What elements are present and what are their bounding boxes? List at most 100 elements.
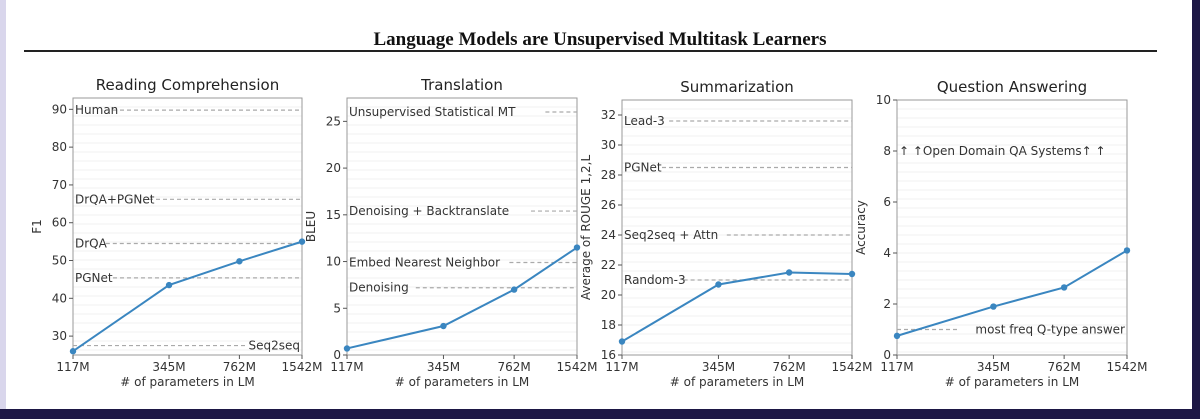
x-tick-label: 1542M: [282, 360, 323, 374]
chart-title: Reading Comprehension: [96, 76, 279, 94]
y-tick-label: 50: [52, 254, 67, 268]
data-point: [618, 338, 626, 345]
chart-panel-1: Translation 0 5 10 15 20 25 117M 345M 762M 1542M # …: [304, 76, 597, 389]
data-point: [1060, 284, 1068, 291]
reference-label: Lead-3: [624, 114, 665, 128]
y-tick-label: 32: [601, 108, 616, 122]
x-tick-label: 1542M: [832, 360, 873, 374]
series-line: [346, 246, 578, 350]
data-point: [343, 345, 351, 352]
y-tick-label: 30: [52, 329, 67, 343]
y-tick-label: 15: [326, 208, 341, 222]
plot-frame: [621, 99, 853, 356]
y-tick-label: 8: [883, 144, 891, 158]
x-axis-label: # of parameters in LM: [395, 375, 529, 389]
y-tick-label: 22: [601, 258, 616, 272]
y-tick-label: 25: [326, 114, 341, 128]
chart-panel-3: Question Answering 0 2 4 6 8 10 117M 345M 762M 154…: [854, 78, 1147, 389]
x-tick-label: 345M: [977, 360, 1010, 374]
chart-title: Question Answering: [937, 78, 1087, 96]
x-axis-label: # of parameters in LM: [670, 375, 804, 389]
x-tick-label: 117M: [330, 360, 363, 374]
y-axis-label: Accuracy: [854, 200, 868, 255]
left-edge-strip: [0, 0, 6, 409]
data-point: [298, 238, 306, 245]
x-tick-label: 117M: [56, 360, 89, 374]
data-point: [990, 303, 997, 310]
reference-label: Seq2seq: [248, 339, 300, 353]
plot-frame: [72, 97, 303, 356]
y-axis-label: Average of ROUGE 1,2,L: [579, 155, 593, 301]
x-tick-label: 762M: [772, 360, 805, 374]
data-point: [165, 281, 173, 289]
y-tick-label: 80: [52, 140, 67, 154]
chart-panel-2: Summarization 16 18 20 22 24 26 28 30 32 117M 345M 7…: [579, 78, 872, 389]
plot-frame: [896, 99, 1128, 356]
data-point: [1123, 247, 1131, 254]
annotation-label: ↑ ↑Open Domain QA Systems↑ ↑: [899, 144, 1106, 158]
data-point: [893, 332, 901, 340]
reference-label: Random-3: [624, 273, 686, 287]
data-point: [715, 281, 722, 288]
reference-label: Human: [75, 103, 118, 117]
y-tick-label: 6: [883, 195, 891, 209]
reference-label: PGNet: [75, 271, 113, 285]
page-title: Language Models are Unsupervised Multita…: [373, 29, 827, 50]
y-tick-label: 24: [601, 228, 616, 242]
data-point: [510, 286, 518, 293]
chart-title: Translation: [420, 76, 503, 94]
x-tick-label: 1542M: [1107, 360, 1148, 374]
y-tick-label: 26: [601, 198, 616, 212]
y-tick-label: 70: [52, 178, 67, 192]
x-tick-label: 345M: [427, 360, 460, 374]
data-point: [785, 269, 793, 276]
series-line: [896, 249, 1128, 337]
y-tick-label: 5: [333, 301, 341, 315]
y-tick-label: 60: [52, 216, 67, 230]
y-tick-label: 16: [601, 348, 616, 362]
data-point: [573, 244, 581, 251]
data-point: [236, 258, 243, 265]
x-tick-label: 117M: [880, 360, 913, 374]
y-tick-label: 0: [333, 348, 341, 362]
chart-panel-0: Reading Comprehension 30 40 50 60 70 80 90 117M 3…: [30, 76, 322, 389]
x-tick-label: 345M: [702, 360, 735, 374]
series-line: [621, 271, 853, 343]
data-point: [69, 348, 77, 355]
bottom-frame-band: [0, 409, 1200, 419]
x-tick-label: 762M: [497, 360, 530, 374]
y-tick-label: 18: [601, 318, 616, 332]
series-line: [72, 240, 303, 353]
reference-label: Unsupervised Statistical MT: [349, 105, 516, 119]
y-tick-label: 20: [601, 288, 616, 302]
y-axis-label: BLEU: [304, 211, 318, 242]
y-tick-label: 2: [883, 297, 891, 311]
plot-frame: [346, 97, 578, 356]
reference-label: Embed Nearest Neighbor: [349, 255, 500, 269]
y-tick-label: 10: [876, 93, 891, 107]
reference-label: PGNet: [624, 161, 662, 175]
y-tick-label: 4: [883, 246, 891, 260]
x-tick-label: 117M: [605, 360, 638, 374]
reference-label: Denoising: [349, 281, 409, 295]
x-axis-label: # of parameters in LM: [945, 375, 1079, 389]
right-frame-band: [1192, 0, 1200, 419]
y-tick-label: 28: [601, 168, 616, 182]
reference-label: Seq2seq + Attn: [624, 228, 718, 242]
reference-label: Denoising + Backtranslate: [349, 204, 509, 218]
data-point: [848, 270, 856, 278]
y-tick-label: 40: [52, 291, 67, 305]
title-rule: [24, 50, 1157, 52]
y-tick-label: 0: [883, 348, 891, 362]
chart-title: Summarization: [680, 78, 794, 96]
x-tick-label: 762M: [1047, 360, 1080, 374]
reference-label: most freq Q-type answer: [975, 323, 1125, 337]
x-tick-label: 1542M: [557, 360, 598, 374]
x-tick-label: 345M: [152, 360, 185, 374]
y-tick-label: 30: [601, 138, 616, 152]
data-point: [440, 322, 447, 330]
y-axis-label: F1: [30, 219, 44, 234]
y-tick-label: 10: [326, 255, 341, 269]
x-tick-label: 762M: [223, 360, 256, 374]
